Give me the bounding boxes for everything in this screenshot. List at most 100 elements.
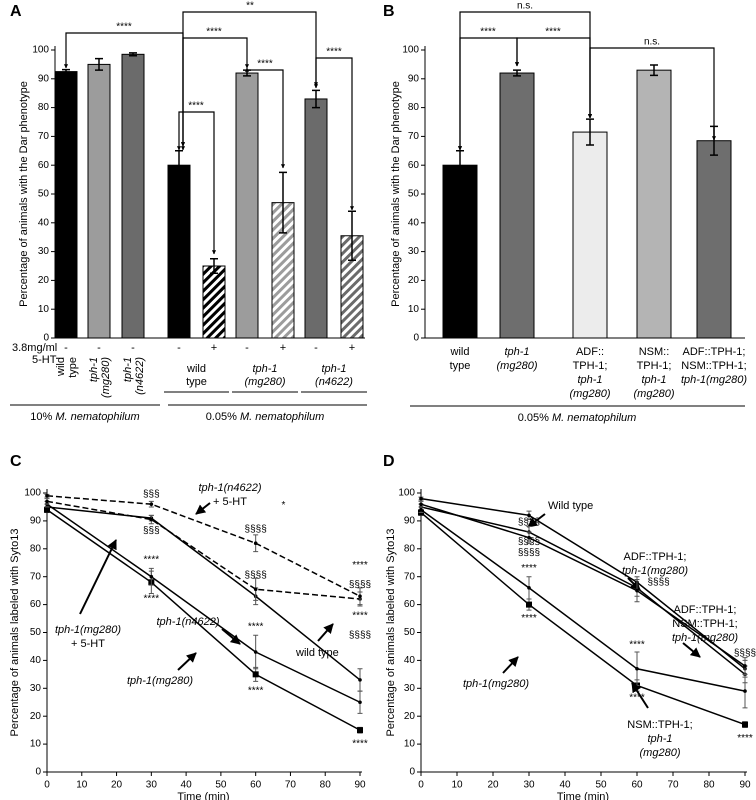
significance-label: **** [480, 27, 496, 38]
y-tick-label: 80 [38, 102, 50, 113]
bar [572, 131, 608, 339]
series-line [420, 503, 746, 667]
y-tick-label: 80 [408, 102, 420, 113]
x-tick-label: (mg280) [634, 388, 675, 400]
y-tick-label: 100 [32, 45, 49, 56]
significance-label: **** [545, 27, 561, 38]
x-tick-label: 30 [523, 780, 535, 791]
x-tick-label: tph-1 [641, 374, 666, 386]
y-tick-label: 40 [408, 217, 420, 228]
series-line [46, 509, 361, 731]
group-label: (n4622) [315, 376, 353, 388]
y-tick-label: 70 [408, 131, 420, 142]
group-label: type [186, 376, 207, 388]
y-tick-label: 60 [408, 160, 420, 171]
x-tick-label: tph-1(mg280) [681, 374, 747, 386]
series-label: tph-1(mg280) [463, 678, 529, 690]
point [635, 588, 639, 593]
y-axis-label: Percentage of animals labeled with Syto1… [385, 529, 397, 737]
x-tick-label: 70 [285, 780, 297, 791]
significance-label: **** [206, 27, 222, 38]
treatment-sign: - [314, 342, 318, 354]
condition-label: 10% M. nematophilum [30, 411, 139, 423]
label-arrow [177, 652, 197, 671]
treatment-sign: - [177, 342, 181, 354]
x-tick-label: tph-1 [577, 374, 602, 386]
x-tick-label: 90 [739, 780, 751, 791]
y-tick-label: 20 [408, 275, 420, 286]
y-tick-label: 0 [43, 333, 49, 344]
bar [304, 98, 328, 339]
bar [167, 164, 191, 339]
point [527, 586, 531, 590]
significance-bracket [244, 67, 286, 169]
point [358, 594, 362, 599]
error-bar [650, 64, 658, 77]
significance-label: ** [246, 1, 254, 12]
significance-bracket [587, 47, 717, 141]
x-tick-label: 80 [320, 780, 332, 791]
y-tick-label: 60 [30, 599, 42, 610]
bar [636, 69, 672, 339]
y-tick-label: 50 [408, 189, 420, 200]
point [45, 493, 49, 498]
series-line [420, 511, 746, 726]
point [742, 721, 748, 728]
point [149, 502, 154, 506]
significance-label: §§§§ [518, 536, 540, 547]
point [358, 678, 362, 682]
point [527, 535, 531, 540]
significance-label: §§§§ [647, 577, 669, 588]
bar [696, 140, 732, 339]
y-tick-label: 50 [30, 627, 42, 638]
series-label: tph-1(n4622) [157, 616, 220, 628]
y-tick-label: 100 [24, 488, 41, 499]
series-label: tph-1(mg280) [55, 624, 121, 636]
point [419, 496, 423, 501]
significance-label: **** [521, 613, 537, 624]
significance-label: **** [248, 622, 264, 633]
series-label: tph-1(mg280) [672, 632, 738, 644]
y-tick-label: 90 [38, 73, 50, 84]
significance-label: §§§§ [245, 570, 267, 581]
significance-bracket [313, 57, 355, 211]
significance-label: §§§ [143, 489, 160, 500]
y-tick-label: 30 [404, 683, 416, 694]
x-tick-label: 10 [76, 780, 88, 791]
x-tick-label: (mg280) [100, 357, 112, 398]
significance-label: **** [629, 640, 645, 651]
x-tick-label: (mg280) [497, 360, 538, 372]
y-tick-label: 60 [404, 599, 416, 610]
x-tick-label: ADF::TPH-1; [683, 346, 746, 358]
x-tick-label: TPH-1; [573, 360, 608, 372]
y-tick-label: 20 [30, 711, 42, 722]
x-tick-label: type [450, 360, 471, 372]
y-tick-label: 0 [413, 333, 419, 344]
x-tick-label: tph-1 [504, 346, 529, 358]
series-label: Wild type [548, 500, 593, 512]
treatment-sign: - [64, 342, 68, 354]
significance-label: **** [521, 563, 537, 574]
series-label: tph-1(mg280) [127, 675, 193, 687]
significance-label: **** [352, 739, 368, 750]
condition-part: M. nematophilum [240, 411, 324, 423]
y-tick-label: 90 [30, 516, 42, 527]
x-tick-label: 50 [215, 780, 227, 791]
x-tick-label: 0 [44, 780, 50, 791]
series-label: NSM::TPH-1; [627, 719, 692, 731]
y-axis-label: Percentage of animals with the Dar pheno… [390, 81, 402, 307]
label-arrow [195, 502, 211, 515]
significance-label: **** [326, 47, 342, 58]
label-arrow [527, 513, 546, 528]
significance-label: §§§§ [349, 580, 371, 591]
y-tick-label: 100 [398, 488, 415, 499]
significance-label: §§§§ [245, 524, 267, 535]
treatment-sign: - [245, 342, 249, 354]
label-arrow [502, 656, 519, 674]
x-tick-label: 0 [418, 780, 424, 791]
series-label: NSM::TPH-1; [672, 618, 737, 630]
series-line [46, 503, 361, 703]
series-line [420, 497, 746, 670]
significance-label: **** [257, 59, 273, 70]
series-line [46, 495, 361, 597]
